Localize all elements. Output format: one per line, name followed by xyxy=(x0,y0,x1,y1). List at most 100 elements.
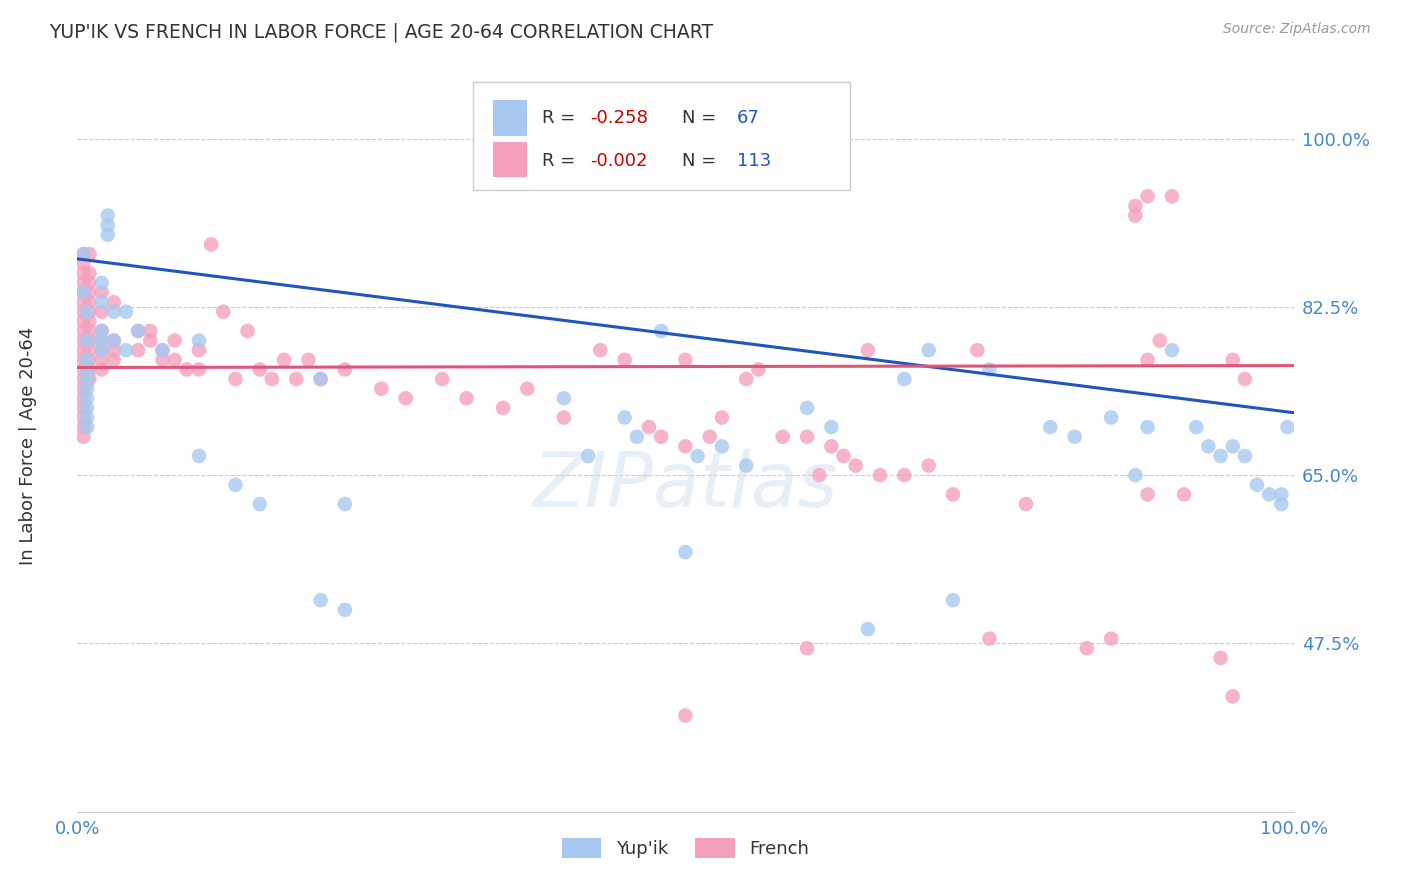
Point xyxy=(152,352,174,367)
Point xyxy=(76,372,98,386)
Point xyxy=(152,343,174,358)
Point xyxy=(90,295,112,310)
Point xyxy=(127,343,149,358)
Point xyxy=(333,362,356,376)
Text: N =: N = xyxy=(682,152,721,170)
Point xyxy=(430,372,453,386)
Point xyxy=(76,352,98,367)
Point xyxy=(686,449,709,463)
Point xyxy=(699,430,721,444)
Text: In Labor Force | Age 20-64: In Labor Force | Age 20-64 xyxy=(20,326,37,566)
Point xyxy=(845,458,868,473)
Point xyxy=(772,430,794,444)
Point xyxy=(1125,209,1147,223)
Point xyxy=(735,458,758,473)
Point xyxy=(1277,420,1299,434)
Point xyxy=(90,276,112,290)
Point xyxy=(553,391,575,405)
Point xyxy=(249,497,271,511)
Point xyxy=(90,362,112,376)
FancyBboxPatch shape xyxy=(472,82,849,190)
Point xyxy=(90,352,112,367)
Point xyxy=(72,295,94,310)
Point xyxy=(650,324,672,338)
Text: -0.258: -0.258 xyxy=(591,109,648,127)
Point xyxy=(139,334,162,348)
Point xyxy=(675,708,697,723)
Point xyxy=(370,382,392,396)
Point xyxy=(188,343,211,358)
Point xyxy=(1222,439,1244,453)
Point xyxy=(796,430,818,444)
Point xyxy=(979,632,1001,646)
Point xyxy=(163,352,186,367)
Point xyxy=(90,304,112,318)
Point xyxy=(942,487,965,501)
Point xyxy=(72,334,94,348)
Point xyxy=(188,334,211,348)
Point xyxy=(456,391,478,405)
Point xyxy=(90,334,112,348)
Point xyxy=(115,343,138,358)
Point xyxy=(79,343,101,358)
Point xyxy=(856,343,879,358)
Point xyxy=(79,324,101,338)
Point xyxy=(808,468,831,483)
Point xyxy=(236,324,259,338)
Text: YUP'IK VS FRENCH IN LABOR FORCE | AGE 20-64 CORRELATION CHART: YUP'IK VS FRENCH IN LABOR FORCE | AGE 20… xyxy=(49,22,713,42)
Point xyxy=(139,324,162,338)
Point xyxy=(72,343,94,358)
Point xyxy=(1039,420,1062,434)
Point xyxy=(103,334,125,348)
Point xyxy=(675,439,697,453)
Point xyxy=(918,458,941,473)
Text: Source: ZipAtlas.com: Source: ZipAtlas.com xyxy=(1223,22,1371,37)
Point xyxy=(72,391,94,405)
Point xyxy=(650,430,672,444)
Point xyxy=(613,410,636,425)
Point xyxy=(796,641,818,656)
Point xyxy=(79,285,101,300)
Point xyxy=(90,343,112,358)
Point xyxy=(72,304,94,318)
Point xyxy=(76,401,98,415)
Point xyxy=(1209,449,1232,463)
Point xyxy=(79,247,101,261)
Point xyxy=(1246,478,1268,492)
Text: R =: R = xyxy=(541,109,581,127)
Point xyxy=(188,449,211,463)
Point xyxy=(97,209,120,223)
Point xyxy=(76,362,98,376)
Point xyxy=(72,352,94,367)
Point xyxy=(72,410,94,425)
Point xyxy=(1222,352,1244,367)
Point xyxy=(97,218,120,232)
Point xyxy=(1270,487,1292,501)
Point xyxy=(942,593,965,607)
Point xyxy=(820,439,842,453)
Point xyxy=(273,352,295,367)
Point xyxy=(333,497,356,511)
Point xyxy=(90,343,112,358)
Point xyxy=(1015,497,1038,511)
Point xyxy=(224,478,246,492)
Point xyxy=(115,304,138,318)
Point xyxy=(675,545,697,559)
Point xyxy=(103,334,125,348)
Point xyxy=(79,362,101,376)
Point xyxy=(103,304,125,318)
Point xyxy=(249,362,271,376)
Point xyxy=(832,449,855,463)
Point xyxy=(1099,410,1122,425)
Point xyxy=(72,257,94,271)
Point xyxy=(90,285,112,300)
Point xyxy=(90,324,112,338)
Point xyxy=(79,276,101,290)
Point xyxy=(589,343,612,358)
Point xyxy=(76,334,98,348)
Point xyxy=(188,362,211,376)
Point xyxy=(333,603,356,617)
Point xyxy=(516,382,538,396)
Point xyxy=(212,304,235,318)
Point xyxy=(76,391,98,405)
